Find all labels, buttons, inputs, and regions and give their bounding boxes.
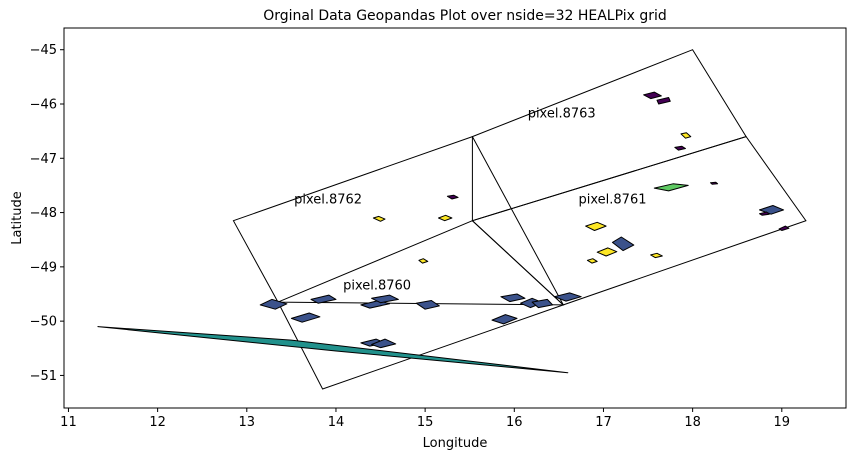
- x-tick-label: 19: [774, 415, 791, 430]
- y-tick-label: −49: [30, 260, 57, 275]
- data-polygon: [418, 258, 429, 264]
- healpix-pixel-outline: [232, 135, 565, 306]
- x-axis: 11 12 13 14 15 16 17 18 19: [60, 408, 790, 430]
- data-polygon: [674, 145, 686, 151]
- data-polygon: [491, 314, 518, 325]
- pixel-label: pixel.8762: [294, 192, 362, 207]
- data-polygon: [259, 298, 288, 310]
- x-tick-label: 13: [239, 415, 256, 430]
- data-polygon: [531, 298, 554, 309]
- data-polygon: [371, 294, 399, 304]
- data-polygon: [653, 183, 689, 192]
- data-polygon: [290, 312, 321, 323]
- data-polygon: [611, 236, 635, 252]
- pixel-labels: pixel.8760 pixel.8761 pixel.8762 pixel.8763: [294, 107, 646, 294]
- x-tick-label: 18: [684, 415, 701, 430]
- data-polygon: [643, 91, 662, 100]
- data-polygon: [371, 338, 397, 349]
- y-tick-label: −47: [30, 152, 57, 167]
- data-polygon: [97, 326, 569, 374]
- data-polygon: [500, 293, 526, 303]
- data-polygon: [586, 258, 598, 264]
- data-polygon: [680, 132, 692, 139]
- y-axis: −45 −46 −47 −48 −49 −50 −51: [30, 43, 64, 384]
- data-polygon: [596, 247, 618, 257]
- data-polygon: [553, 292, 582, 302]
- pixel-label: pixel.8760: [343, 279, 411, 294]
- data-polygon: [778, 225, 790, 231]
- healpix-pixels: [232, 49, 807, 390]
- healpix-pixel-outline: [471, 49, 747, 222]
- data-polygon: [372, 215, 386, 222]
- x-axis-label: Longitude: [423, 436, 488, 451]
- x-tick-label: 12: [149, 415, 166, 430]
- x-tick-label: 16: [506, 415, 523, 430]
- pixel-label: pixel.8761: [579, 192, 647, 207]
- y-tick-label: −50: [30, 315, 57, 330]
- data-polygon: [650, 252, 663, 259]
- x-tick-label: 17: [595, 415, 612, 430]
- healpix-pixel-outline: [471, 136, 807, 306]
- y-tick-label: −46: [30, 98, 57, 113]
- data-polygon: [759, 211, 770, 216]
- y-tick-label: −45: [30, 43, 57, 58]
- data-polygon: [446, 194, 459, 200]
- data-polygon: [656, 97, 671, 105]
- y-tick-label: −51: [30, 369, 57, 384]
- x-tick-label: 14: [328, 415, 345, 430]
- x-tick-label: 11: [60, 415, 77, 430]
- x-tick-label: 15: [417, 415, 434, 430]
- chart-title: Orginal Data Geopandas Plot over nside=3…: [263, 8, 667, 24]
- data-polygon: [585, 221, 607, 231]
- data-polygon: [310, 294, 337, 304]
- plot-frame: [63, 27, 847, 409]
- pixel-label: pixel.8763: [528, 107, 596, 122]
- data-polygon: [415, 300, 440, 310]
- y-tick-label: −48: [30, 206, 57, 221]
- data-polygon: [710, 181, 719, 185]
- y-axis-label: Latitude: [10, 191, 25, 245]
- data-polygons: [97, 91, 790, 374]
- data-polygon: [438, 214, 453, 222]
